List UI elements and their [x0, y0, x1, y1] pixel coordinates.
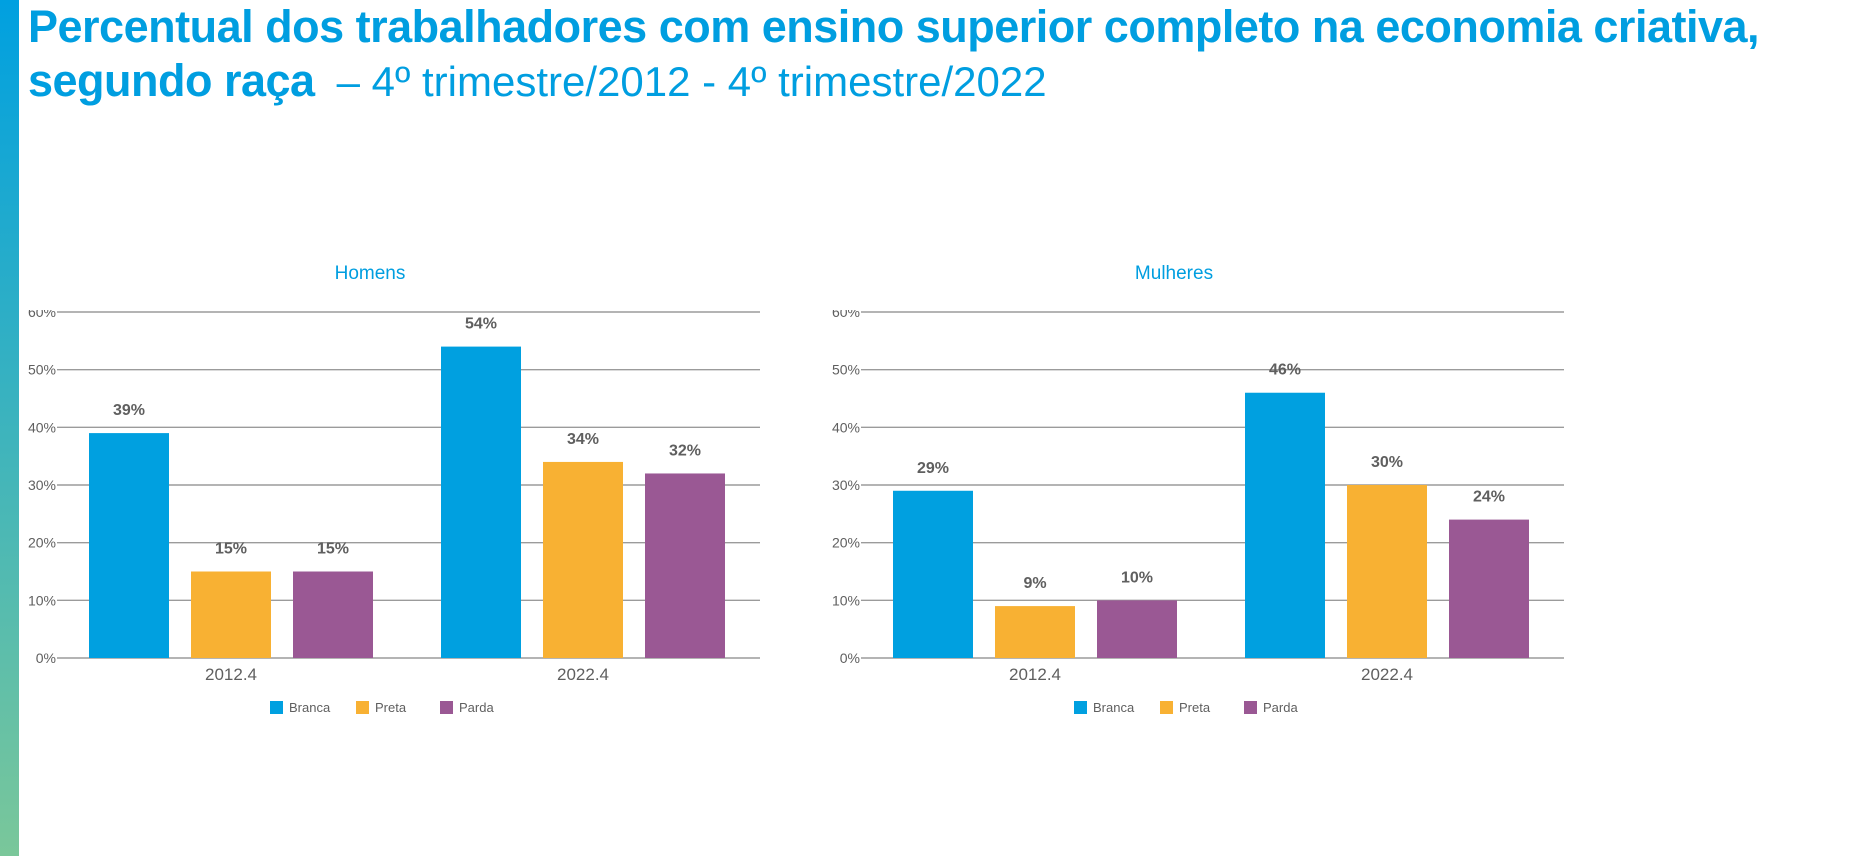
- data-label: 15%: [215, 541, 247, 558]
- x-category-label: 2022.4: [1361, 665, 1413, 684]
- legend-swatch-branca: [1074, 701, 1087, 714]
- bar-parda: [645, 473, 725, 658]
- x-category-label: 2022.4: [557, 665, 609, 684]
- bar-preta: [1347, 485, 1427, 658]
- y-tick-label: 0%: [840, 650, 860, 666]
- title-subject: segundo raça: [28, 55, 315, 106]
- y-tick-label: 10%: [832, 592, 860, 608]
- page-title: Percentual dos trabalhadores com ensino …: [28, 0, 1858, 109]
- legend-label-parda: Parda: [1263, 700, 1298, 715]
- bar-preta: [191, 571, 271, 658]
- bar-parda: [293, 571, 373, 658]
- data-label: 46%: [1269, 362, 1301, 379]
- legend-swatch-branca: [270, 701, 283, 714]
- legend-swatch-parda: [1244, 701, 1257, 714]
- y-tick-label: 20%: [832, 535, 860, 551]
- chart-mulheres: 0% 10% 20% 30% 40% 50% 60% 29% 9% 10% 2012.4 46% 30%…: [804, 263, 1684, 856]
- data-label: 34%: [567, 431, 599, 448]
- data-label: 32%: [669, 442, 701, 459]
- chart-svg: 0% 10% 20% 30% 40% 50% 60% 39% 15% 15% 2012.4 54% 34…: [28, 310, 760, 715]
- legend-swatch-preta: [356, 701, 369, 714]
- bar-branca: [1245, 392, 1325, 658]
- y-tick-label: 0%: [36, 650, 56, 666]
- data-label: 39%: [113, 402, 145, 419]
- data-label: 30%: [1371, 454, 1403, 471]
- x-category-label: 2012.4: [1009, 665, 1061, 684]
- y-tick-label: 60%: [832, 310, 860, 320]
- bar-preta: [995, 606, 1075, 658]
- chart-title: Homens: [334, 263, 406, 284]
- title-period: – 4º trimestre/2012 - 4º trimestre/2022: [336, 58, 1047, 105]
- bar-branca: [893, 490, 973, 658]
- legend-label-preta: Preta: [375, 700, 407, 715]
- y-tick-label: 40%: [28, 419, 56, 435]
- legend-label-preta: Preta: [1179, 700, 1211, 715]
- y-tick-label: 10%: [28, 592, 56, 608]
- title-line-2: segundo raça – 4º trimestre/2012 - 4º tri…: [28, 54, 1858, 109]
- legend-swatch-parda: [440, 701, 453, 714]
- x-category-label: 2012.4: [205, 665, 257, 684]
- data-label: 54%: [465, 316, 497, 333]
- bar-branca: [89, 433, 169, 658]
- chart-homens: 0% 10% 20% 30% 40% 50% 60% 39% 15% 15% 2012.4 54% 34…: [0, 263, 880, 856]
- legend-label-branca: Branca: [1093, 700, 1135, 715]
- data-label: 24%: [1473, 489, 1505, 506]
- chart-title: Mulheres: [1134, 263, 1214, 284]
- data-label: 10%: [1121, 569, 1153, 586]
- bar-parda: [1449, 519, 1529, 658]
- y-tick-label: 60%: [28, 310, 56, 320]
- y-tick-label: 30%: [28, 477, 56, 493]
- bar-parda: [1097, 600, 1177, 658]
- y-tick-label: 50%: [28, 362, 56, 378]
- legend-label-branca: Branca: [289, 700, 331, 715]
- y-tick-label: 30%: [832, 477, 860, 493]
- bar-branca: [441, 346, 521, 658]
- data-label: 29%: [917, 460, 949, 477]
- y-tick-label: 50%: [832, 362, 860, 378]
- chart-svg: 0% 10% 20% 30% 40% 50% 60% 29% 9% 10% 2012.4 46% 30%…: [832, 310, 1564, 715]
- y-tick-label: 40%: [832, 419, 860, 435]
- accent-side-bar: [0, 0, 19, 856]
- data-label: 9%: [1023, 575, 1046, 592]
- data-label: 15%: [317, 541, 349, 558]
- legend-swatch-preta: [1160, 701, 1173, 714]
- bar-preta: [543, 461, 623, 658]
- y-tick-label: 20%: [28, 535, 56, 551]
- legend-label-parda: Parda: [459, 700, 494, 715]
- title-line-1: Percentual dos trabalhadores com ensino …: [28, 1, 1760, 52]
